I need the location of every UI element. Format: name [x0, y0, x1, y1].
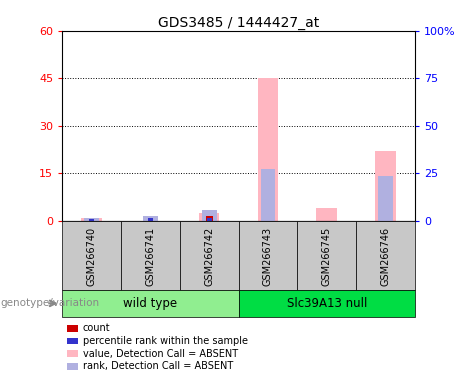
Text: value, Detection Call = ABSENT: value, Detection Call = ABSENT: [83, 349, 238, 359]
Text: count: count: [83, 323, 111, 333]
Bar: [121, 221, 180, 290]
Bar: [62, 290, 239, 317]
Bar: [84, 218, 99, 221]
Bar: [258, 78, 278, 221]
Bar: [148, 218, 153, 221]
Text: wild type: wild type: [124, 297, 177, 310]
Bar: [207, 218, 212, 221]
Bar: [81, 218, 102, 221]
Title: GDS3485 / 1444427_at: GDS3485 / 1444427_at: [158, 16, 319, 30]
Text: genotype/variation: genotype/variation: [0, 298, 100, 308]
Text: rank, Detection Call = ABSENT: rank, Detection Call = ABSENT: [83, 361, 233, 371]
Bar: [356, 221, 415, 290]
Bar: [316, 208, 337, 221]
Bar: [199, 213, 219, 221]
Text: GSM266742: GSM266742: [204, 227, 214, 286]
Bar: [297, 221, 356, 290]
Bar: [378, 177, 393, 221]
Text: GSM266740: GSM266740: [87, 227, 97, 286]
Bar: [206, 216, 213, 221]
Bar: [260, 169, 275, 221]
Bar: [180, 221, 239, 290]
Bar: [375, 151, 396, 221]
Bar: [143, 216, 158, 221]
Bar: [239, 290, 415, 317]
Text: GSM266741: GSM266741: [145, 227, 155, 286]
Text: GSM266745: GSM266745: [322, 227, 332, 286]
Bar: [239, 221, 297, 290]
Bar: [89, 219, 94, 221]
Text: GSM266743: GSM266743: [263, 227, 273, 286]
Text: Slc39A13 null: Slc39A13 null: [287, 297, 367, 310]
Text: GSM266746: GSM266746: [380, 227, 390, 286]
Bar: [202, 210, 217, 221]
Text: percentile rank within the sample: percentile rank within the sample: [83, 336, 248, 346]
Bar: [62, 221, 121, 290]
